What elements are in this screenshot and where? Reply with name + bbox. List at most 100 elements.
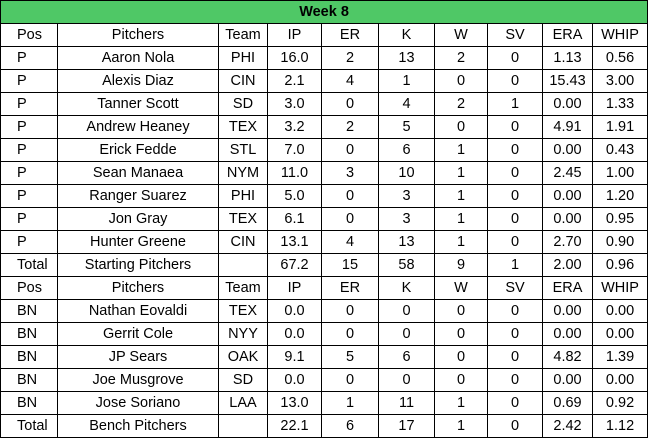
sv-cell[interactable]: 0 — [487, 161, 543, 185]
pos-cell[interactable]: P — [0, 184, 58, 208]
pitcher-cell[interactable]: Sean Manaea — [57, 161, 219, 185]
er-cell[interactable]: 0 — [321, 92, 379, 116]
era-cell[interactable]: 1.13 — [542, 46, 593, 70]
whip-cell[interactable]: 1.33 — [591, 92, 648, 116]
whip-cell[interactable]: 1.00 — [591, 161, 648, 185]
sv-cell[interactable]: 0 — [487, 414, 543, 438]
w-cell[interactable]: 0 — [434, 368, 488, 392]
ip-cell[interactable]: 0.0 — [267, 368, 322, 392]
w-cell[interactable]: 0 — [434, 299, 488, 323]
sv-cell[interactable]: 0 — [487, 207, 543, 231]
er-cell[interactable]: 6 — [321, 414, 379, 438]
team-cell[interactable]: CIN — [218, 230, 268, 254]
er-cell[interactable]: 0 — [321, 207, 379, 231]
w-cell[interactable]: 1 — [434, 161, 488, 185]
era-cell[interactable]: 4.82 — [542, 345, 593, 369]
pitcher-cell[interactable]: Alexis Diaz — [57, 69, 219, 93]
k-cell[interactable]: 58 — [378, 253, 435, 277]
er-cell[interactable]: 5 — [321, 345, 379, 369]
k-cell[interactable]: 4 — [378, 92, 435, 116]
ip-cell[interactable]: 9.1 — [267, 345, 322, 369]
k-cell[interactable]: 3 — [378, 184, 435, 208]
ip-cell[interactable]: 5.0 — [267, 184, 322, 208]
whip-cell[interactable]: WHIP — [591, 276, 648, 300]
er-cell[interactable]: 4 — [321, 69, 379, 93]
pos-cell[interactable]: P — [0, 230, 58, 254]
ip-cell[interactable]: 13.1 — [267, 230, 322, 254]
pitcher-cell[interactable]: Pitchers — [57, 276, 219, 300]
team-cell[interactable] — [218, 253, 268, 277]
era-cell[interactable]: 0.00 — [542, 207, 593, 231]
w-cell[interactable]: 1 — [434, 184, 488, 208]
pos-cell[interactable]: Total — [0, 253, 58, 277]
er-cell[interactable]: 3 — [321, 161, 379, 185]
team-cell[interactable]: SD — [218, 368, 268, 392]
w-cell[interactable]: 1 — [434, 414, 488, 438]
era-cell[interactable]: 2.70 — [542, 230, 593, 254]
er-cell[interactable]: ER — [321, 23, 379, 47]
w-cell[interactable]: 0 — [434, 115, 488, 139]
w-cell[interactable]: 9 — [434, 253, 488, 277]
whip-cell[interactable]: 1.12 — [591, 414, 648, 438]
sv-cell[interactable]: 0 — [487, 322, 543, 346]
pos-cell[interactable]: Pos — [0, 23, 58, 47]
whip-cell[interactable]: 0.00 — [591, 299, 648, 323]
pos-cell[interactable]: P — [0, 46, 58, 70]
k-cell[interactable]: 1 — [378, 69, 435, 93]
week-title[interactable]: Week 8 — [0, 0, 648, 24]
er-cell[interactable]: 0 — [321, 184, 379, 208]
pitcher-cell[interactable]: Andrew Heaney — [57, 115, 219, 139]
w-cell[interactable]: 0 — [434, 69, 488, 93]
whip-cell[interactable]: 0.00 — [591, 322, 648, 346]
er-cell[interactable]: 15 — [321, 253, 379, 277]
sv-cell[interactable]: 1 — [487, 92, 543, 116]
era-cell[interactable]: 0.00 — [542, 322, 593, 346]
k-cell[interactable]: 0 — [378, 299, 435, 323]
pitcher-cell[interactable]: Tanner Scott — [57, 92, 219, 116]
sv-cell[interactable]: SV — [487, 276, 543, 300]
team-cell[interactable]: TEX — [218, 299, 268, 323]
whip-cell[interactable]: WHIP — [591, 23, 648, 47]
team-cell[interactable]: STL — [218, 138, 268, 162]
sv-cell[interactable]: 0 — [487, 368, 543, 392]
era-cell[interactable]: 2.42 — [542, 414, 593, 438]
team-cell[interactable]: Team — [218, 276, 268, 300]
k-cell[interactable]: 0 — [378, 322, 435, 346]
era-cell[interactable]: 0.00 — [542, 299, 593, 323]
team-cell[interactable]: TEX — [218, 115, 268, 139]
ip-cell[interactable]: IP — [267, 276, 322, 300]
er-cell[interactable]: 0 — [321, 322, 379, 346]
pos-cell[interactable]: P — [0, 69, 58, 93]
k-cell[interactable]: 0 — [378, 368, 435, 392]
whip-cell[interactable]: 0.00 — [591, 368, 648, 392]
k-cell[interactable]: 11 — [378, 391, 435, 415]
er-cell[interactable]: 0 — [321, 138, 379, 162]
era-cell[interactable]: 0.00 — [542, 138, 593, 162]
ip-cell[interactable]: 3.2 — [267, 115, 322, 139]
k-cell[interactable]: 6 — [378, 345, 435, 369]
whip-cell[interactable]: 1.20 — [591, 184, 648, 208]
ip-cell[interactable]: 6.1 — [267, 207, 322, 231]
k-cell[interactable]: 6 — [378, 138, 435, 162]
w-cell[interactable]: 1 — [434, 230, 488, 254]
pitcher-cell[interactable]: Starting Pitchers — [57, 253, 219, 277]
ip-cell[interactable]: 7.0 — [267, 138, 322, 162]
w-cell[interactable]: 0 — [434, 322, 488, 346]
pos-cell[interactable]: P — [0, 207, 58, 231]
sv-cell[interactable]: 0 — [487, 138, 543, 162]
er-cell[interactable]: 4 — [321, 230, 379, 254]
k-cell[interactable]: 5 — [378, 115, 435, 139]
pitcher-cell[interactable]: Erick Fedde — [57, 138, 219, 162]
ip-cell[interactable]: 0.0 — [267, 299, 322, 323]
sv-cell[interactable]: 0 — [487, 184, 543, 208]
er-cell[interactable]: 2 — [321, 115, 379, 139]
pitcher-cell[interactable]: Hunter Greene — [57, 230, 219, 254]
pos-cell[interactable]: P — [0, 115, 58, 139]
era-cell[interactable]: 0.00 — [542, 368, 593, 392]
sv-cell[interactable]: 0 — [487, 115, 543, 139]
w-cell[interactable]: 1 — [434, 207, 488, 231]
er-cell[interactable]: 2 — [321, 46, 379, 70]
sv-cell[interactable]: 0 — [487, 46, 543, 70]
k-cell[interactable]: K — [378, 23, 435, 47]
era-cell[interactable]: 15.43 — [542, 69, 593, 93]
